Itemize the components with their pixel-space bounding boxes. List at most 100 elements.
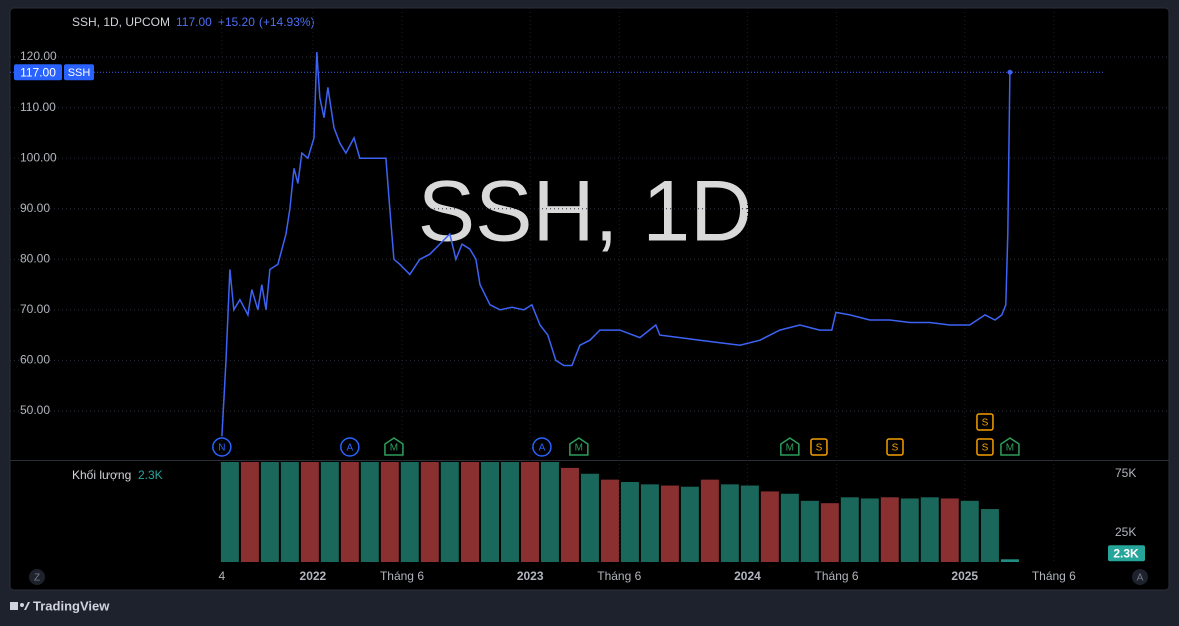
watermark: SSH, 1D — [418, 164, 753, 260]
volume-bar — [720, 484, 739, 562]
volume-bar — [300, 462, 319, 562]
volume-bar — [800, 500, 819, 562]
x-tick-label: Tháng 6 — [597, 569, 641, 583]
brand-logo — [10, 602, 30, 610]
legend-header: SSH, 1D, UPCOM 117.00 +15.20 (+14.93%) — [72, 15, 315, 29]
volume-bar — [960, 500, 979, 562]
x-tick-label: Tháng 6 — [1032, 569, 1076, 583]
change: +15.20 — [218, 15, 255, 29]
volume-bar — [240, 462, 259, 562]
volume-bar — [640, 484, 659, 562]
x-tick-label: 2022 — [300, 569, 327, 583]
volume-bar — [740, 485, 759, 562]
event-marker — [976, 438, 994, 456]
volume-legend-value: 2.3K — [138, 468, 163, 482]
volume-bar — [320, 462, 339, 562]
x-tick-label: 4 — [219, 569, 226, 583]
volume-bar — [480, 462, 499, 562]
volume-bar — [280, 462, 299, 562]
volume-bar — [860, 498, 879, 562]
volume-bar — [440, 462, 459, 562]
volume-bar — [540, 462, 559, 562]
volume-bar — [380, 462, 399, 562]
x-tick-label: 2025 — [951, 569, 978, 583]
chart-panel — [9, 7, 1170, 591]
event-marker — [212, 437, 232, 457]
volume-bar — [580, 473, 599, 562]
volume-bar — [220, 462, 239, 562]
volume-bar — [920, 497, 939, 562]
price: 117.00 — [176, 15, 212, 29]
event-label: S — [892, 443, 899, 454]
volume-bar — [680, 486, 699, 562]
symbol-badge — [64, 64, 94, 81]
event-label: M — [786, 443, 794, 454]
change-pct: (+14.93%) — [259, 15, 315, 29]
y-tick-label: 70.00 — [20, 302, 50, 316]
volume-bar — [260, 462, 279, 562]
volume-bar — [600, 479, 619, 562]
event-label: S — [816, 443, 823, 454]
volume-bar — [560, 467, 579, 562]
event-marker — [532, 437, 552, 457]
event-marker — [886, 438, 904, 456]
volume-bar — [400, 462, 419, 562]
event-marker — [384, 437, 404, 456]
symbol: SSH, 1D, UPCOM — [72, 15, 170, 29]
volume-bar — [820, 503, 839, 562]
y-tick-label: 50.00 — [20, 403, 50, 417]
y-tick-label: 90.00 — [20, 201, 50, 215]
auto-label[interactable]: A — [1137, 573, 1144, 584]
event-label: S — [982, 418, 989, 429]
volume-legend: Khối lượng — [72, 468, 131, 482]
volume-bar — [840, 497, 859, 562]
y-tick-label: 120.00 — [20, 49, 57, 63]
volume-badge-label: 2.3K — [1113, 546, 1139, 560]
event-label: A — [539, 443, 546, 454]
marks: N A M A M M S S S S M — [10, 51, 1105, 562]
y2-tick-label: 75K — [1115, 466, 1136, 480]
volume-bar — [1000, 559, 1019, 562]
volume-bar — [900, 498, 919, 562]
y-tick-label: 60.00 — [20, 353, 50, 367]
volume-bar — [620, 482, 639, 562]
brand: TradingView — [33, 598, 110, 613]
volume-bar — [980, 509, 999, 562]
event-marker — [810, 438, 828, 456]
event-label: A — [346, 443, 353, 454]
volume-bar — [660, 485, 679, 562]
volume-bar — [940, 498, 959, 562]
volume-bar — [460, 462, 479, 562]
volume-bar — [520, 462, 539, 562]
volume-badge — [1108, 545, 1145, 562]
price-badge — [14, 64, 62, 81]
price-badge-label: 117.00 — [20, 65, 56, 79]
x-tick-label: Tháng 6 — [380, 569, 424, 583]
event-label: M — [1006, 443, 1014, 454]
event-label: N — [218, 443, 225, 454]
y-tick-label: 110.00 — [20, 100, 56, 114]
event-marker — [340, 437, 360, 457]
x-tick-label: 2024 — [734, 569, 761, 583]
volume-bar — [360, 462, 379, 562]
event-label: M — [575, 443, 583, 454]
volume-bar — [760, 491, 779, 562]
event-marker — [1000, 437, 1020, 456]
zoom-label[interactable]: Z — [34, 573, 40, 584]
event-label: S — [982, 443, 989, 454]
symbol-badge-label: SSH — [68, 67, 91, 79]
zoom-button[interactable] — [29, 569, 45, 585]
event-marker — [780, 437, 800, 456]
y2-tick-label: 25K — [1115, 525, 1136, 539]
volume-bar — [880, 497, 899, 562]
x-tick-label: 2023 — [517, 569, 544, 583]
volume-bar — [780, 493, 799, 562]
auto-button[interactable] — [1132, 569, 1148, 585]
last-point — [1007, 69, 1013, 75]
price-line — [221, 51, 1011, 437]
x-tick-label: Tháng 6 — [815, 569, 859, 583]
volume-bar — [700, 479, 719, 562]
event-label: M — [390, 443, 398, 454]
